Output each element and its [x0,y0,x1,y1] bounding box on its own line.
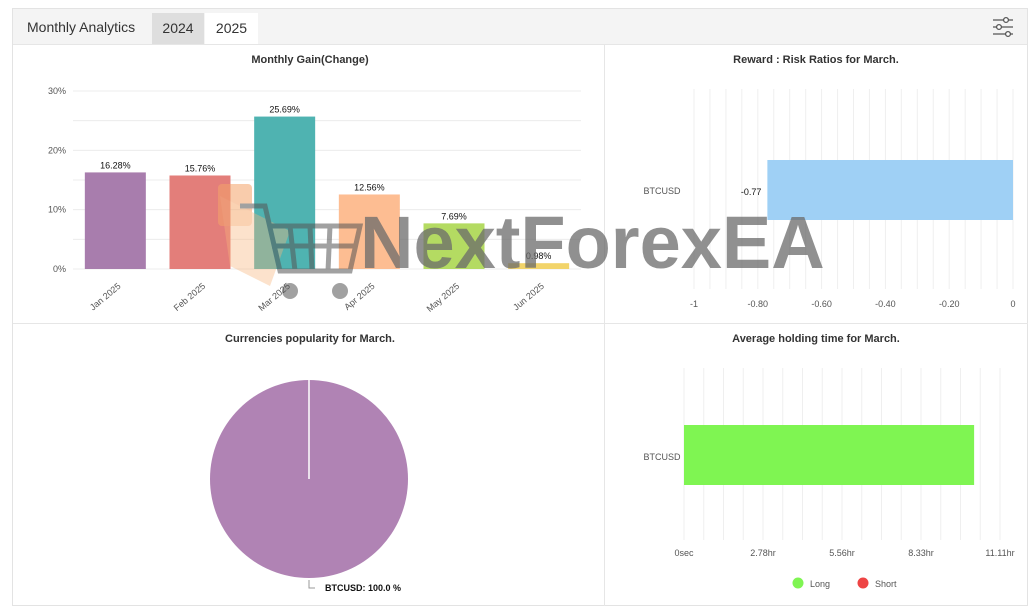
x-tick-label: 0sec [674,548,694,558]
widget-header: Monthly Analytics 2024 2025 [13,9,1027,45]
label-connector [308,580,315,589]
bar [508,263,570,269]
data-label: -0.77 [741,187,762,197]
legend-label-short: Short [875,579,897,589]
bar [338,194,400,269]
legend-label-long: Long [810,579,830,589]
x-tick-label: 2.78hr [750,548,776,558]
tab-2024[interactable]: 2024 [152,13,204,44]
y-category-label: BTCUSD [643,452,681,462]
bar [254,116,316,270]
currencies-popularity-panel: Currencies popularity for March. BTCUSD:… [13,324,605,606]
chart-title: Reward : Risk Ratios for March. [733,54,899,66]
x-tick-label: 8.33hr [908,548,934,558]
y-tick-label: 0% [53,264,66,274]
reward-risk-panel: Reward : Risk Ratios for March. -1 -0.80 -… [605,45,1028,324]
bar [767,160,1013,220]
tab-2025[interactable]: 2025 [205,13,258,44]
currencies-pie-chart: Currencies popularity for March. BTCUSD:… [210,333,408,593]
chart-title: Currencies popularity for March. [225,333,395,345]
chart-title: Monthly Gain(Change) [251,54,369,66]
widget-title: Monthly Analytics [27,19,136,35]
monthly-gain-chart: Monthly Gain(Change) 0% 10% 20% 30% 16.28% J… [48,54,581,314]
chart-title: Average holding time for March. [732,333,900,345]
x-tick-label: 5.56hr [829,548,855,558]
slice-label: BTCUSD: 100.0 % [325,583,401,593]
x-tick-label: -0.80 [748,299,769,309]
bar [423,223,485,269]
holding-time-chart: Average holding time for March. 0sec 2.78… [643,333,1014,589]
x-tick-label: Apr 2025 [342,281,376,312]
x-tick-label: Mar 2025 [256,281,292,313]
x-tick-label: -0.60 [811,299,832,309]
data-label: 7.69% [441,211,467,221]
holding-time-panel: Average holding time for March. 0sec 2.78… [605,324,1028,606]
x-tick-label: -0.40 [875,299,896,309]
legend-marker-long [792,577,804,589]
sliders-icon[interactable] [991,16,1015,38]
x-tick-label: May 2025 [425,281,462,314]
x-tick-label: -1 [690,299,698,309]
bar [169,175,231,269]
data-label: 15.76% [185,163,216,173]
x-tick-label: 11.11hr [985,548,1014,558]
bar-long [684,425,975,485]
x-tick-label: Jun 2025 [511,281,546,312]
data-label: 0.98% [526,251,552,261]
y-tick-label: 20% [48,145,66,155]
x-tick-label: -0.20 [939,299,960,309]
data-label: 25.69% [269,105,300,115]
monthly-gain-panel: Monthly Gain(Change) 0% 10% 20% 30% 16.28% J… [13,45,605,324]
y-tick-label: 10% [48,205,66,215]
data-label: 16.28% [100,160,131,170]
data-label: 12.56% [354,182,385,192]
x-tick-label: 0 [1010,299,1015,309]
x-tick-label: Jan 2025 [88,281,123,312]
y-tick-label: 30% [48,86,66,96]
x-tick-label: Feb 2025 [172,281,208,313]
analytics-widget: Monthly Analytics 2024 2025 Monthly Gain… [12,8,1028,606]
bar [84,172,146,269]
reward-risk-chart: Reward : Risk Ratios for March. -1 -0.80 -… [643,54,1015,309]
y-category-label: BTCUSD [643,186,681,196]
legend-marker-short [857,577,869,589]
